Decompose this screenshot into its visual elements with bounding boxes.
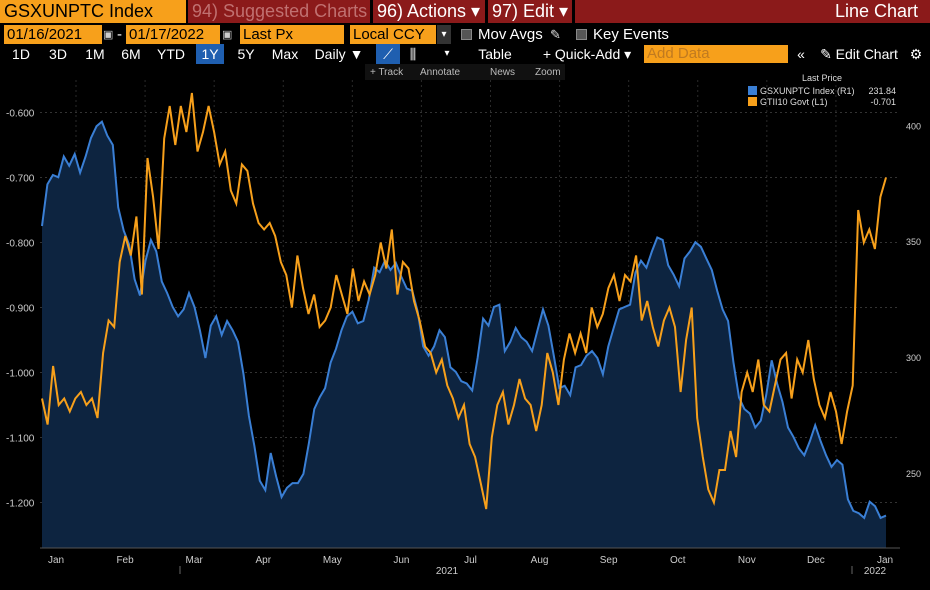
suggested-charts-label: 94) Suggested Charts: [192, 1, 368, 21]
calendar-icon[interactable]: ▣: [222, 29, 233, 41]
x-year-label: 2022: [864, 566, 887, 577]
x-tick-label: Jan: [48, 555, 64, 566]
x-tick-label: Sep: [600, 555, 618, 566]
date-separator: -: [117, 26, 122, 43]
legend-label-gsxunptc: GSXUNPTC Index (R1): [760, 86, 855, 96]
x-tick-label: Aug: [531, 555, 549, 566]
x-axis: Jan Feb Mar Apr May Jun Jul Aug Sep Oct Nov Dec Jan2…: [40, 547, 900, 577]
period-1y-button[interactable]: 1Y: [196, 44, 224, 64]
ticker-title[interactable]: GSXUNPTC Index: [0, 0, 186, 23]
left-tick-label: -0.800: [6, 239, 35, 250]
line-chart[interactable]: + Track Annotate News Zoom -0.600-0.700-…: [0, 64, 930, 590]
x-tick-label: Apr: [255, 555, 271, 566]
x-year-label: 2021: [436, 566, 459, 577]
pencil-icon[interactable]: ✎: [550, 27, 561, 42]
title-bar: GSXUNPTC Index 94) Suggested Charts 96) …: [0, 0, 930, 24]
left-tick-label: -1.200: [6, 499, 35, 510]
right-tick-label: 400: [906, 121, 921, 131]
quick-add-button[interactable]: + Quick-Add ▾: [542, 46, 632, 62]
legend-value-gtii10: -0.701: [870, 97, 896, 107]
track-button[interactable]: + Track: [370, 67, 404, 78]
legend-swatch-blue: [748, 86, 757, 95]
collapse-icon[interactable]: «: [797, 46, 805, 62]
x-tick-label: Mar: [186, 555, 204, 566]
left-tick-label: -1.100: [6, 434, 35, 445]
left-axis: -0.600 -0.700 -0.800 -0.900 -1.000 -1.100 -1.2…: [6, 109, 35, 510]
chevron-down-icon[interactable]: ▾: [437, 25, 451, 44]
x-tick-label: May: [323, 555, 342, 566]
x-tick-label: Nov: [738, 555, 756, 566]
x-tick-label: Jun: [393, 555, 409, 566]
left-tick-label: -1.000: [6, 369, 35, 380]
period-1m-button[interactable]: 1M: [85, 46, 105, 62]
actions-menu[interactable]: 96) Actions ▾: [373, 0, 485, 23]
gtii10-series-line: [41, 92, 887, 510]
right-axis: 400 350 300 250: [906, 121, 921, 479]
right-tick-label: 300: [906, 353, 921, 363]
calendar-icon[interactable]: ▣: [103, 29, 114, 41]
chart-kind-label: Line Chart: [575, 0, 930, 23]
period-max-button[interactable]: Max: [271, 46, 299, 62]
news-button[interactable]: News: [490, 67, 515, 78]
x-tick-label: Jan: [877, 555, 893, 566]
edit-chart-button[interactable]: ✎ Edit Chart: [820, 46, 898, 62]
period-6m-button[interactable]: 6M: [121, 46, 141, 62]
price-field-select[interactable]: Last Px: [240, 25, 344, 44]
chart-toolbar: [365, 64, 565, 80]
x-tick-label: Feb: [116, 555, 134, 566]
gear-icon[interactable]: ⚙: [909, 46, 923, 62]
zoom-button[interactable]: Zoom: [535, 67, 561, 78]
legend-value-gsxunptc: 231.84: [868, 86, 896, 96]
period-1d-button[interactable]: 1D: [12, 46, 30, 62]
currency-select[interactable]: Local CCY: [350, 25, 436, 44]
add-data-input[interactable]: Add Data: [644, 45, 788, 63]
x-tick-label: Oct: [670, 555, 686, 566]
candlestick-icon[interactable]: ⫼: [409, 46, 417, 62]
right-tick-label: 250: [906, 469, 921, 479]
legend-label-gtii10: GTII10 Govt (L1): [760, 97, 828, 107]
gsxunptc-series-line: [41, 120, 887, 520]
table-button[interactable]: Table: [478, 46, 512, 62]
frequency-select[interactable]: Daily ▼: [314, 46, 364, 62]
legend: Last Price GSXUNPTC Index (R1) 231.84 GT…: [748, 73, 896, 107]
left-tick-label: -0.600: [6, 109, 35, 120]
period-5y-button[interactable]: 5Y: [237, 46, 255, 62]
key-events-label: Key Events: [593, 26, 669, 43]
legend-title: Last Price: [802, 73, 842, 83]
mov-avgs-checkbox[interactable]: [461, 29, 472, 40]
period-ytd-button[interactable]: YTD: [157, 46, 185, 62]
suggested-charts-menu[interactable]: 94) Suggested Charts: [188, 0, 370, 23]
left-tick-label: -0.900: [6, 304, 35, 315]
key-events-checkbox[interactable]: [576, 29, 587, 40]
period-3d-button[interactable]: 3D: [49, 46, 67, 62]
right-tick-label: 350: [906, 237, 921, 247]
annotate-button[interactable]: Annotate: [420, 67, 460, 78]
x-tick-label: Jul: [464, 555, 477, 566]
end-date-field[interactable]: 01/17/2022: [126, 25, 220, 44]
legend-swatch-orange: [748, 97, 757, 106]
start-date-field[interactable]: 01/16/2021: [4, 25, 102, 44]
mov-avgs-label: Mov Avgs: [478, 26, 543, 43]
line-chart-icon[interactable]: ⟋: [376, 44, 400, 64]
chevron-down-icon[interactable]: ▾: [444, 48, 450, 59]
left-tick-label: -0.700: [6, 174, 35, 185]
edit-menu[interactable]: 97) Edit ▾: [488, 0, 572, 23]
x-tick-label: Dec: [807, 555, 825, 566]
